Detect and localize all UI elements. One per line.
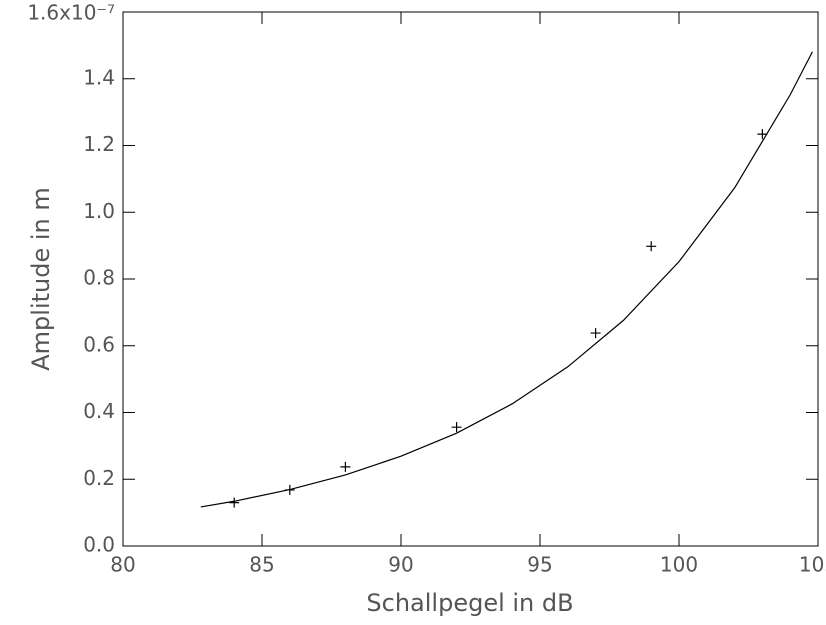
y-axis-label: Amplitude in m [27, 187, 55, 371]
y-tick-label: 1.0 [83, 199, 115, 223]
x-axis-label: Schallpegel in dB [366, 589, 573, 617]
x-tick-label: 100 [660, 553, 698, 577]
x-tick-label: 80 [110, 553, 135, 577]
x-tick-label: 90 [388, 553, 413, 577]
x-tick-label: 105 [799, 553, 826, 577]
x-tick-label: 85 [249, 553, 274, 577]
y-tick-label: 1.6x10⁻⁷ [27, 1, 115, 25]
y-tick-label: 0.4 [83, 399, 115, 423]
point [757, 129, 768, 140]
point [646, 241, 657, 252]
point [229, 497, 240, 508]
point [284, 484, 295, 495]
fit-line [200, 51, 813, 508]
y-tick-label: 0.6 [83, 332, 115, 356]
y-tick-label: 0.2 [83, 466, 115, 490]
y-tick-label: 0.0 [83, 533, 115, 557]
point [340, 461, 351, 472]
x-tick-label: 95 [527, 553, 552, 577]
y-tick-label: 1.4 [83, 65, 115, 89]
point [451, 422, 462, 433]
point [590, 328, 601, 339]
y-tick-label: 0.8 [83, 266, 115, 290]
plot-frame [122, 11, 819, 547]
y-tick-label: 1.2 [83, 132, 115, 156]
